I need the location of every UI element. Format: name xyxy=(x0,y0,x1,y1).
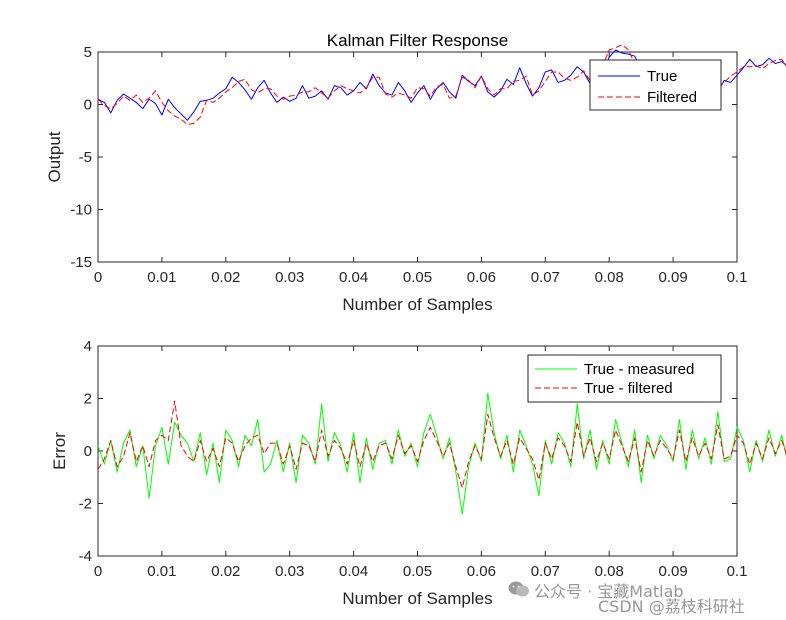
bottom-ytick-label: -4 xyxy=(79,548,92,565)
top-ylabel: Output xyxy=(45,131,64,182)
top-xtick-label: 0.04 xyxy=(339,269,368,286)
bottom-legend: True - measured True - filtered xyxy=(527,354,722,403)
top-xtick-label: 0.06 xyxy=(467,269,496,286)
legend-label-filtered: Filtered xyxy=(647,89,697,106)
top-legend-box xyxy=(589,59,722,111)
bottom-ytick-label: 4 xyxy=(84,338,92,355)
bottom-series-true-measured xyxy=(97,392,786,515)
top-xtick-label: 0.07 xyxy=(531,269,560,286)
top-xtick-label: 0.08 xyxy=(595,269,624,286)
bottom-xtick-label: 0.07 xyxy=(531,563,560,580)
legend-label-true: True xyxy=(647,68,677,85)
bottom-xtick-label: 0.01 xyxy=(147,563,176,580)
bottom-series-true-filtered xyxy=(97,400,786,489)
top-legend: True Filtered xyxy=(589,59,722,111)
top-series-true xyxy=(97,49,786,121)
bottom-xtick-label: 0.03 xyxy=(275,563,304,580)
bottom-axes: Number of Samples Error 0 0.01 0.02 0.03 0.0… xyxy=(50,338,786,608)
bottom-ylabel: Error xyxy=(50,432,69,470)
top-xlabel: Number of Samples xyxy=(342,295,492,314)
bottom-xtick-label: 0.1 xyxy=(727,563,748,580)
top-ticks: 0 0.01 0.02 0.03 0.04 0.05 0.06 0.07 0.08 0.09 0.1… xyxy=(70,44,747,286)
top-ytick-label: 5 xyxy=(84,44,92,61)
bottom-xtick-label: 0.04 xyxy=(339,563,368,580)
wechat-logo-icon xyxy=(508,581,529,597)
bottom-xtick-label: 0.08 xyxy=(595,563,624,580)
bottom-xtick-label: 0.05 xyxy=(403,563,432,580)
top-xtick-label: 0.03 xyxy=(275,269,304,286)
top-ytick-label: -10 xyxy=(70,202,92,219)
top-axes: Kalman Filter Response Number of Samples… xyxy=(45,31,786,314)
bottom-legend-box xyxy=(527,354,722,403)
legend-label-true-measured: True - measured xyxy=(584,361,694,378)
bottom-series xyxy=(97,392,786,515)
top-xtick-label: 0.1 xyxy=(727,269,748,286)
top-xtick-label: 0.09 xyxy=(658,269,687,286)
watermark-line-1: 公众号 · 宝藏Matlab xyxy=(534,582,684,601)
top-xtick-label: 0.02 xyxy=(211,269,240,286)
bottom-ytick-label: -2 xyxy=(79,496,92,513)
bottom-ytick-label: 2 xyxy=(84,391,92,408)
top-series xyxy=(97,44,786,125)
top-ytick-label: -5 xyxy=(79,149,92,166)
bottom-ytick-label: 0 xyxy=(84,443,92,460)
bottom-xtick-label: 0.02 xyxy=(211,563,240,580)
top-xtick-label: 0.05 xyxy=(403,269,432,286)
legend-label-true-filtered: True - filtered xyxy=(584,380,673,397)
top-xtick-label: 0.01 xyxy=(147,269,176,286)
bottom-ticks: 0 0.01 0.02 0.03 0.04 0.05 0.06 0.07 0.08 0.09 0.1… xyxy=(79,338,748,580)
bottom-xtick-label: 0 xyxy=(94,563,102,580)
bottom-xtick-label: 0.06 xyxy=(467,563,496,580)
top-chart-title: Kalman Filter Response xyxy=(327,31,508,50)
top-ytick-label: -15 xyxy=(70,254,92,271)
watermark-line-2: CSDN @荔枝科研社 xyxy=(598,597,745,616)
bottom-xlabel: Number of Samples xyxy=(342,589,492,608)
top-xtick-label: 0 xyxy=(94,269,102,286)
top-ytick-label: 0 xyxy=(84,97,92,114)
bottom-xtick-label: 0.09 xyxy=(658,563,687,580)
